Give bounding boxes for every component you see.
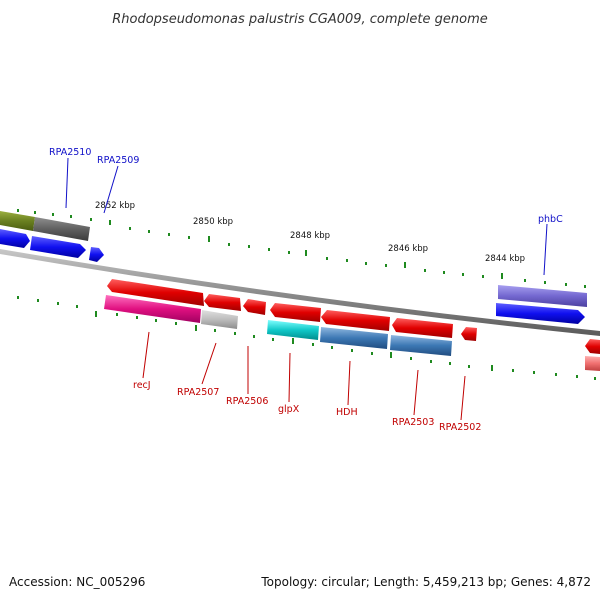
label-rpa2502[interactable]: RPA2502 — [439, 422, 481, 433]
label-glpx[interactable]: glpX — [278, 404, 300, 415]
gene-recj[interactable] — [104, 295, 201, 323]
label-recj[interactable]: recJ — [133, 380, 151, 391]
scale-label-2852: 2852 kbp — [95, 201, 135, 211]
top-label-leaders — [65, 157, 548, 276]
footer-accession: Accession: NC_005296 — [9, 575, 145, 589]
gene-rpa2503[interactable] — [392, 318, 453, 338]
scale-ticks-lower — [17, 296, 596, 380]
scale-label-2850: 2850 kbp — [193, 217, 233, 227]
gene-red-2[interactable] — [204, 294, 241, 311]
gene-rpa2507[interactable] — [201, 310, 238, 329]
label-phbc[interactable]: phbC — [538, 214, 563, 225]
genome-backbone — [0, 249, 600, 336]
gene-rpa2506[interactable] — [243, 299, 266, 315]
gene-pink-right[interactable] — [585, 356, 600, 371]
label-hdh[interactable]: HDH — [336, 407, 358, 418]
top-strand-genes — [0, 211, 587, 324]
label-rpa2510[interactable]: RPA2510 — [49, 147, 91, 158]
gene-red-3[interactable] — [270, 303, 321, 322]
scale-label-2848: 2848 kbp — [290, 231, 330, 241]
gene-red-1[interactable] — [107, 279, 204, 306]
gene-red-right[interactable] — [585, 339, 600, 354]
gene-phbc[interactable] — [498, 285, 587, 307]
gene-rpa2509[interactable] — [89, 247, 104, 262]
label-rpa2503[interactable]: RPA2503 — [392, 417, 434, 428]
gene-rpa2502[interactable] — [461, 327, 477, 341]
scale-label-2844: 2844 kbp — [485, 254, 525, 264]
gene-rpa2510[interactable] — [33, 217, 90, 241]
footer-topology: Topology: circular; Length: 5,459,213 bp… — [260, 575, 591, 589]
bottom-strand-genes — [104, 279, 600, 371]
gene-rpa2503-steel[interactable] — [390, 335, 452, 356]
scale-ticks-upper — [17, 209, 586, 288]
label-rpa2506[interactable]: RPA2506 — [226, 396, 268, 407]
gene-glpx[interactable] — [267, 320, 319, 340]
gene-hdh[interactable] — [321, 310, 390, 331]
gene-blue-mid[interactable] — [30, 236, 86, 258]
bottom-label-leaders — [142, 331, 466, 421]
gene-olive[interactable] — [0, 211, 35, 231]
label-rpa2507[interactable]: RPA2507 — [177, 387, 219, 398]
gene-blue-right[interactable] — [496, 303, 585, 324]
gene-hdh-steel[interactable] — [320, 327, 388, 349]
scale-label-2846: 2846 kbp — [388, 244, 428, 254]
label-rpa2509[interactable]: RPA2509 — [97, 155, 139, 166]
gene-blue-left[interactable] — [0, 229, 30, 248]
map-title: Rhodopseudomonas palustris CGA009, compl… — [112, 12, 488, 27]
